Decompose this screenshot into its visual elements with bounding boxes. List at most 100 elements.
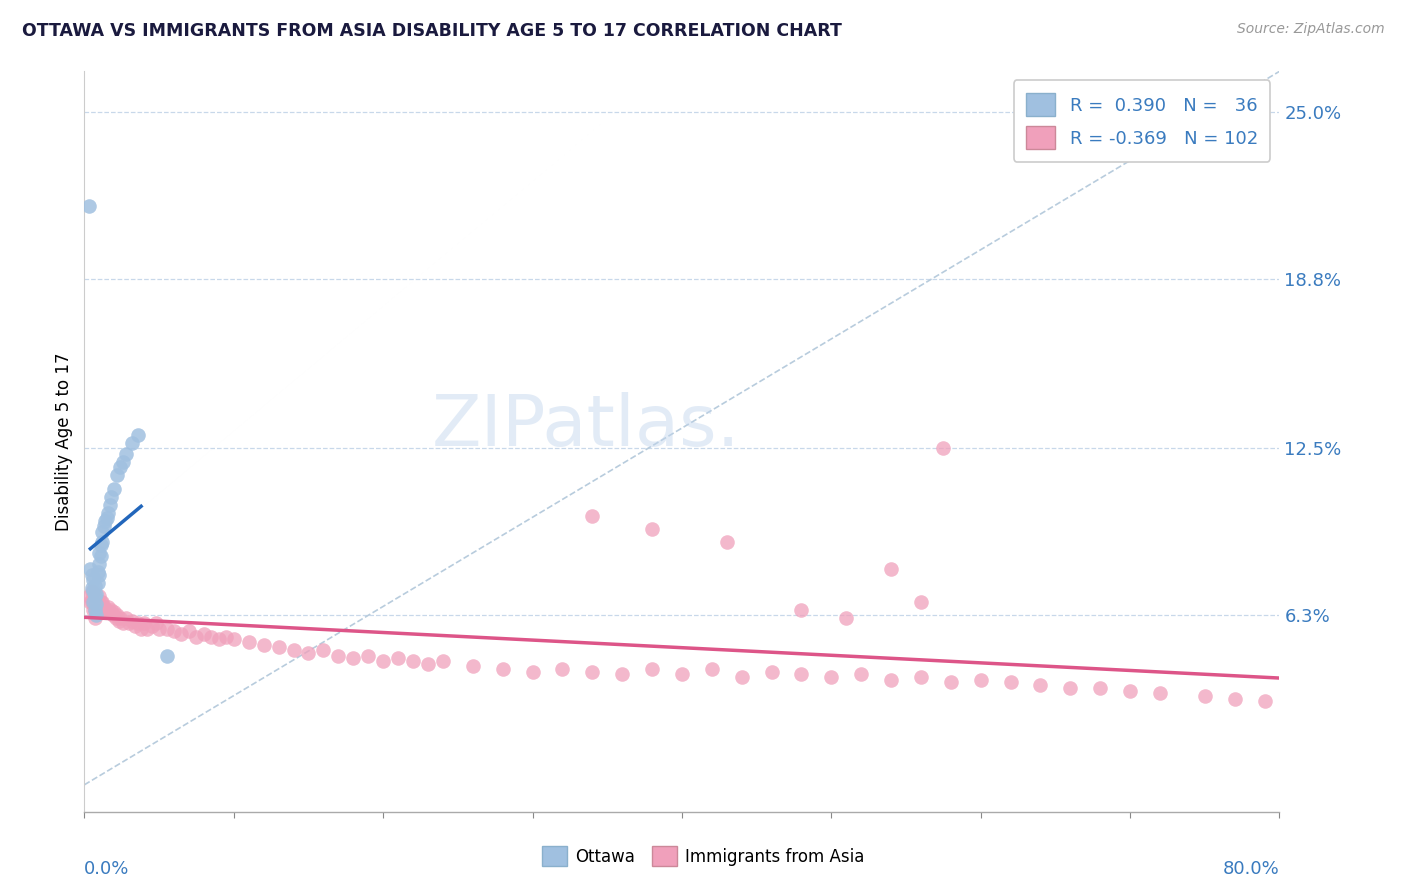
Legend: R =  0.390   N =   36, R = -0.369   N = 102: R = 0.390 N = 36, R = -0.369 N = 102 <box>1014 80 1271 162</box>
Point <box>145 616 167 631</box>
Point <box>83 603 105 617</box>
Point <box>77 199 100 213</box>
Point <box>612 667 634 681</box>
Point <box>970 673 993 687</box>
Point <box>641 522 664 536</box>
Point <box>80 567 103 582</box>
Point <box>107 614 129 628</box>
Point <box>342 651 364 665</box>
Point <box>97 506 120 520</box>
Point <box>80 595 103 609</box>
Point <box>1149 686 1171 700</box>
Point <box>93 519 115 533</box>
Point <box>939 675 962 690</box>
Point <box>115 447 138 461</box>
Point <box>77 590 100 604</box>
Point <box>93 600 115 615</box>
Point <box>91 606 114 620</box>
Point <box>82 590 104 604</box>
Point <box>1253 694 1275 708</box>
Point <box>89 600 111 615</box>
Point <box>641 662 664 676</box>
Text: ZIPatlas.: ZIPatlas. <box>432 392 741 461</box>
Point <box>129 622 152 636</box>
Point <box>90 606 112 620</box>
Text: Source: ZipAtlas.com: Source: ZipAtlas.com <box>1237 22 1385 37</box>
Point <box>103 482 125 496</box>
Point <box>96 606 118 620</box>
Point <box>89 557 111 571</box>
Point <box>193 627 215 641</box>
Point <box>222 632 245 647</box>
Point <box>100 490 122 504</box>
Point <box>115 611 138 625</box>
Point <box>932 442 955 456</box>
Point <box>94 514 117 528</box>
Point <box>101 608 124 623</box>
Point <box>98 498 121 512</box>
Point <box>170 627 193 641</box>
Point <box>267 640 290 655</box>
Point <box>716 535 738 549</box>
Point <box>105 468 128 483</box>
Point <box>387 651 409 665</box>
Point <box>253 638 276 652</box>
Point <box>328 648 350 663</box>
Point <box>790 603 813 617</box>
Point <box>432 654 454 668</box>
Point <box>112 616 135 631</box>
Point <box>89 546 111 560</box>
Point <box>80 584 103 599</box>
Point <box>82 584 104 599</box>
Point <box>91 535 114 549</box>
Point <box>127 616 149 631</box>
Point <box>1119 683 1142 698</box>
Point <box>98 606 121 620</box>
Point <box>87 565 110 579</box>
Point <box>104 611 127 625</box>
Point <box>124 619 146 633</box>
Point <box>416 657 439 671</box>
Point <box>208 632 231 647</box>
Point <box>118 616 141 631</box>
Point <box>83 578 105 592</box>
Point <box>83 590 105 604</box>
Point <box>82 595 104 609</box>
Point <box>402 654 425 668</box>
Point <box>155 648 177 663</box>
Point <box>112 455 135 469</box>
Point <box>880 673 903 687</box>
Point <box>283 643 305 657</box>
Point <box>910 595 932 609</box>
Point <box>86 587 108 601</box>
Point <box>91 524 114 539</box>
Y-axis label: Disability Age 5 to 17: Disability Age 5 to 17 <box>55 352 73 531</box>
Point <box>79 595 101 609</box>
Point <box>90 538 112 552</box>
Point <box>357 648 380 663</box>
Point <box>163 624 186 639</box>
Point <box>86 608 108 623</box>
Point <box>790 667 813 681</box>
Point <box>1029 678 1052 692</box>
Point <box>79 562 101 576</box>
Point <box>90 549 112 563</box>
Point <box>731 670 754 684</box>
Point <box>297 646 319 660</box>
Point <box>105 608 128 623</box>
Text: OTTAWA VS IMMIGRANTS FROM ASIA DISABILITY AGE 5 TO 17 CORRELATION CHART: OTTAWA VS IMMIGRANTS FROM ASIA DISABILIT… <box>22 22 842 40</box>
Point <box>880 562 903 576</box>
Point <box>1000 675 1022 690</box>
Point <box>581 665 603 679</box>
Point <box>87 595 110 609</box>
Text: 80.0%: 80.0% <box>1223 860 1279 879</box>
Point <box>132 616 156 631</box>
Point <box>91 595 114 609</box>
Point <box>100 603 122 617</box>
Point <box>200 630 222 644</box>
Point <box>761 665 783 679</box>
Point <box>1090 681 1112 695</box>
Point <box>1059 681 1081 695</box>
Point <box>522 665 544 679</box>
Point <box>671 667 693 681</box>
